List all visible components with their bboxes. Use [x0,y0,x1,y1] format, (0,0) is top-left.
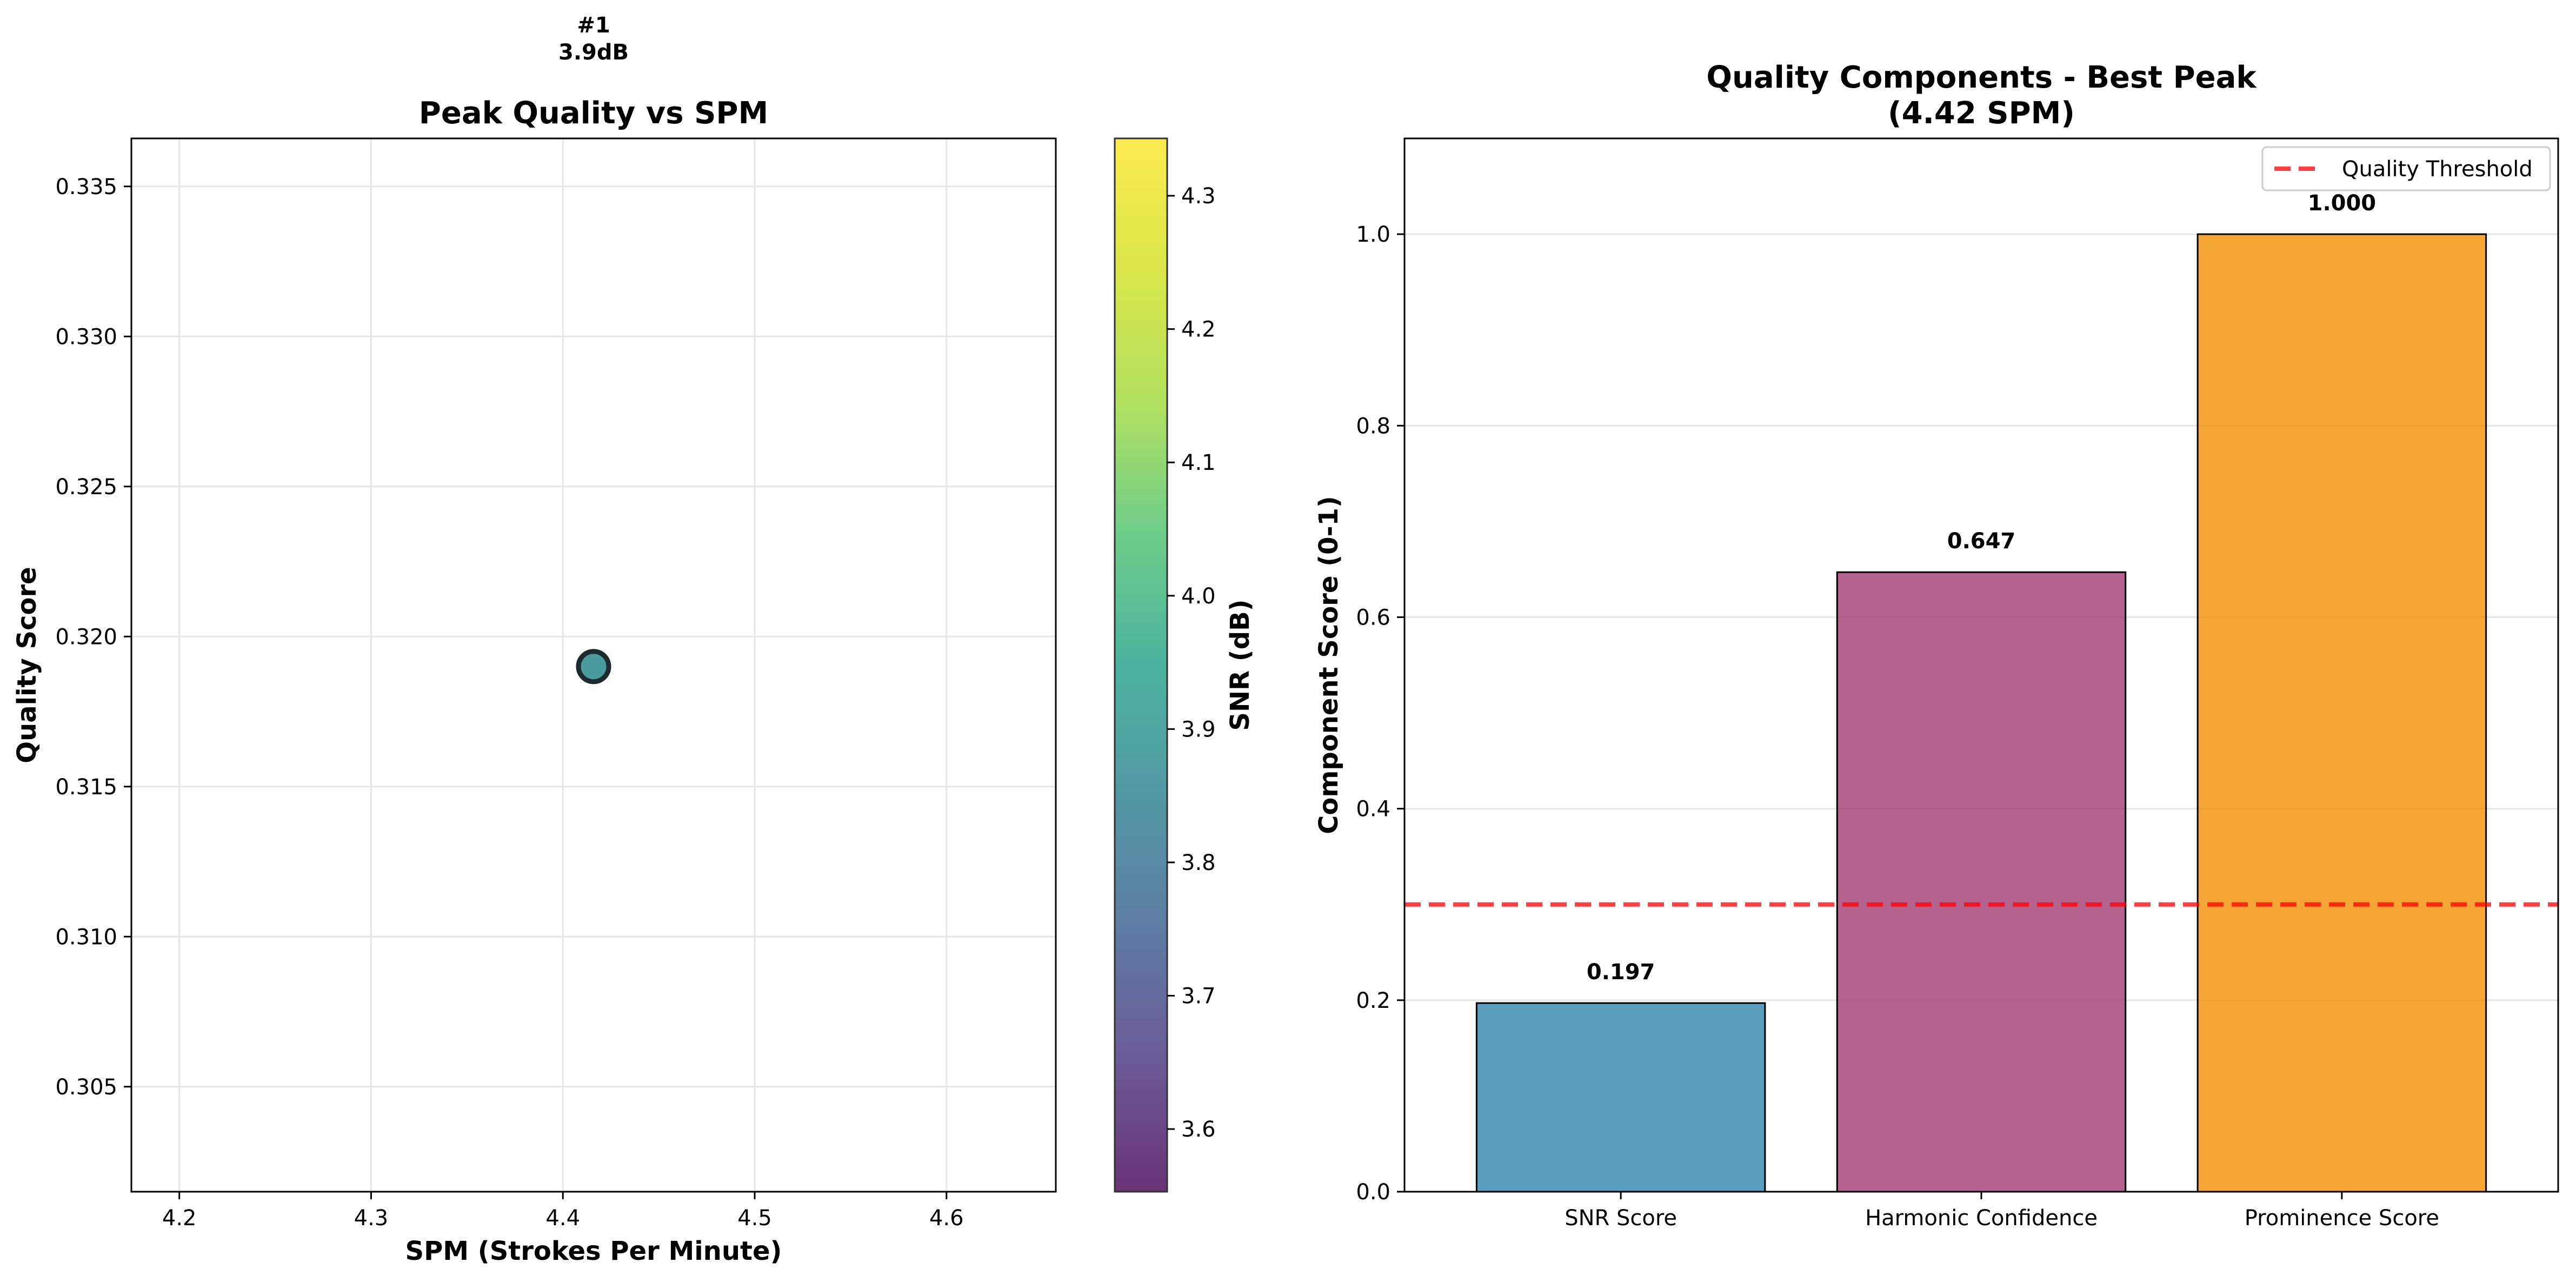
scatter-axes-frame [130,137,1057,1193]
colorbar-label: SNR (dB) [1225,599,1255,730]
bar-value-label: 0.197 [1587,960,1655,985]
bars [1475,233,2487,1193]
colorbar-tick-label: 3.6 [1181,1117,1216,1142]
colorbar-tick-label: 4.0 [1181,584,1216,609]
colorbar-gradient [1114,137,1168,1193]
bar [1836,571,2127,1193]
scatter-x-tick-label: 4.3 [354,1206,389,1231]
colorbar-ticks: 3.6 3.7 3.8 3.9 4.0 4.1 4.2 4.3 [1167,184,1216,1142]
colorbar-tick-label: 4.1 [1181,450,1216,475]
bar-y-tick-label: 0.2 [1356,988,1390,1013]
bar-y-tick-label: 0.8 [1356,414,1390,439]
scatter-title: Peak Quality vs SPM [419,96,768,131]
scatter-x-tick-label: 4.5 [737,1206,772,1231]
bar [2196,233,2487,1193]
bar-y-tick-label: 1.0 [1356,222,1390,247]
scatter-y-tick-label: 0.330 [55,324,117,349]
scatter-y-tick-label: 0.310 [55,925,117,949]
bar-value-labels: 0.197 0.647 1.000 [1587,191,2376,985]
colorbar-tick-label: 3.8 [1181,851,1216,875]
scatter-y-tick-label: 0.325 [55,475,117,500]
scatter-panel: 4.2 4.3 4.4 4.5 4.6 0.305 0.310 0.315 0.320 0.32… [12,13,1057,1266]
bar-category-label: Prominence Score [2245,1206,2439,1231]
bar-title-line2: (4.42 SPM) [1888,96,2075,131]
scatter-point [576,649,611,685]
bar-y-axis-label: Component Score (0-1) [1314,496,1344,834]
scatter-x-axis-label: SPM (Strokes Per Minute) [405,1236,782,1266]
bar-panel: SNR Score Harmonic Confidence Prominence S… [1314,60,2559,1231]
scatter-y-ticks: 0.305 0.310 0.315 0.320 0.325 0.330 0.335 [55,175,131,1100]
scatter-x-tick-label: 4.4 [545,1206,580,1231]
scatter-y-tick-label: 0.320 [55,625,117,649]
bar-y-ticks: 0.0 0.2 0.4 0.6 0.8 1.0 [1356,222,1405,1205]
bar-value-label: 1.000 [2308,191,2377,216]
colorbar: 3.6 3.7 3.8 3.9 4.0 4.1 4.2 4.3 SNR (dB) [1114,137,1255,1193]
scatter-y-axis-label: Quality Score [12,567,42,763]
colorbar-tick-label: 3.7 [1181,984,1216,1009]
colorbar-tick-label: 4.2 [1181,317,1216,342]
bar-category-label: SNR Score [1565,1206,1677,1231]
bar-y-tick-label: 0.6 [1356,605,1390,630]
bar-x-ticks: SNR Score Harmonic Confidence Prominence S… [1565,1192,2439,1231]
point-annotation-snr: 3.9dB [558,40,629,65]
colorbar-tick-label: 4.3 [1181,184,1216,209]
scatter-x-tick-label: 4.2 [162,1206,197,1231]
scatter-grid [131,138,1056,1192]
bar-value-label: 0.647 [1947,529,2016,554]
scatter-x-tick-label: 4.6 [929,1206,964,1231]
colorbar-tick-label: 3.9 [1181,717,1216,742]
scatter-y-tick-label: 0.315 [55,775,117,800]
bar-y-tick-label: 0.4 [1356,797,1390,822]
bar-category-label: Harmonic Confidence [1865,1206,2098,1231]
scatter-points [576,649,611,685]
scatter-y-tick-label: 0.335 [55,175,117,200]
legend: Quality Threshold [2261,146,2551,191]
scatter-x-ticks: 4.2 4.3 4.4 4.5 4.6 [162,1192,964,1231]
legend-threshold-label: Quality Threshold [2342,157,2533,182]
legend-box [2261,146,2551,191]
bar-y-tick-label: 0.0 [1356,1180,1390,1205]
point-annotation-rank: #1 [577,13,610,38]
bar [1475,1002,1766,1193]
bar-title-line1: Quality Components - Best Peak [1706,60,2257,95]
scatter-y-tick-label: 0.305 [55,1075,117,1100]
